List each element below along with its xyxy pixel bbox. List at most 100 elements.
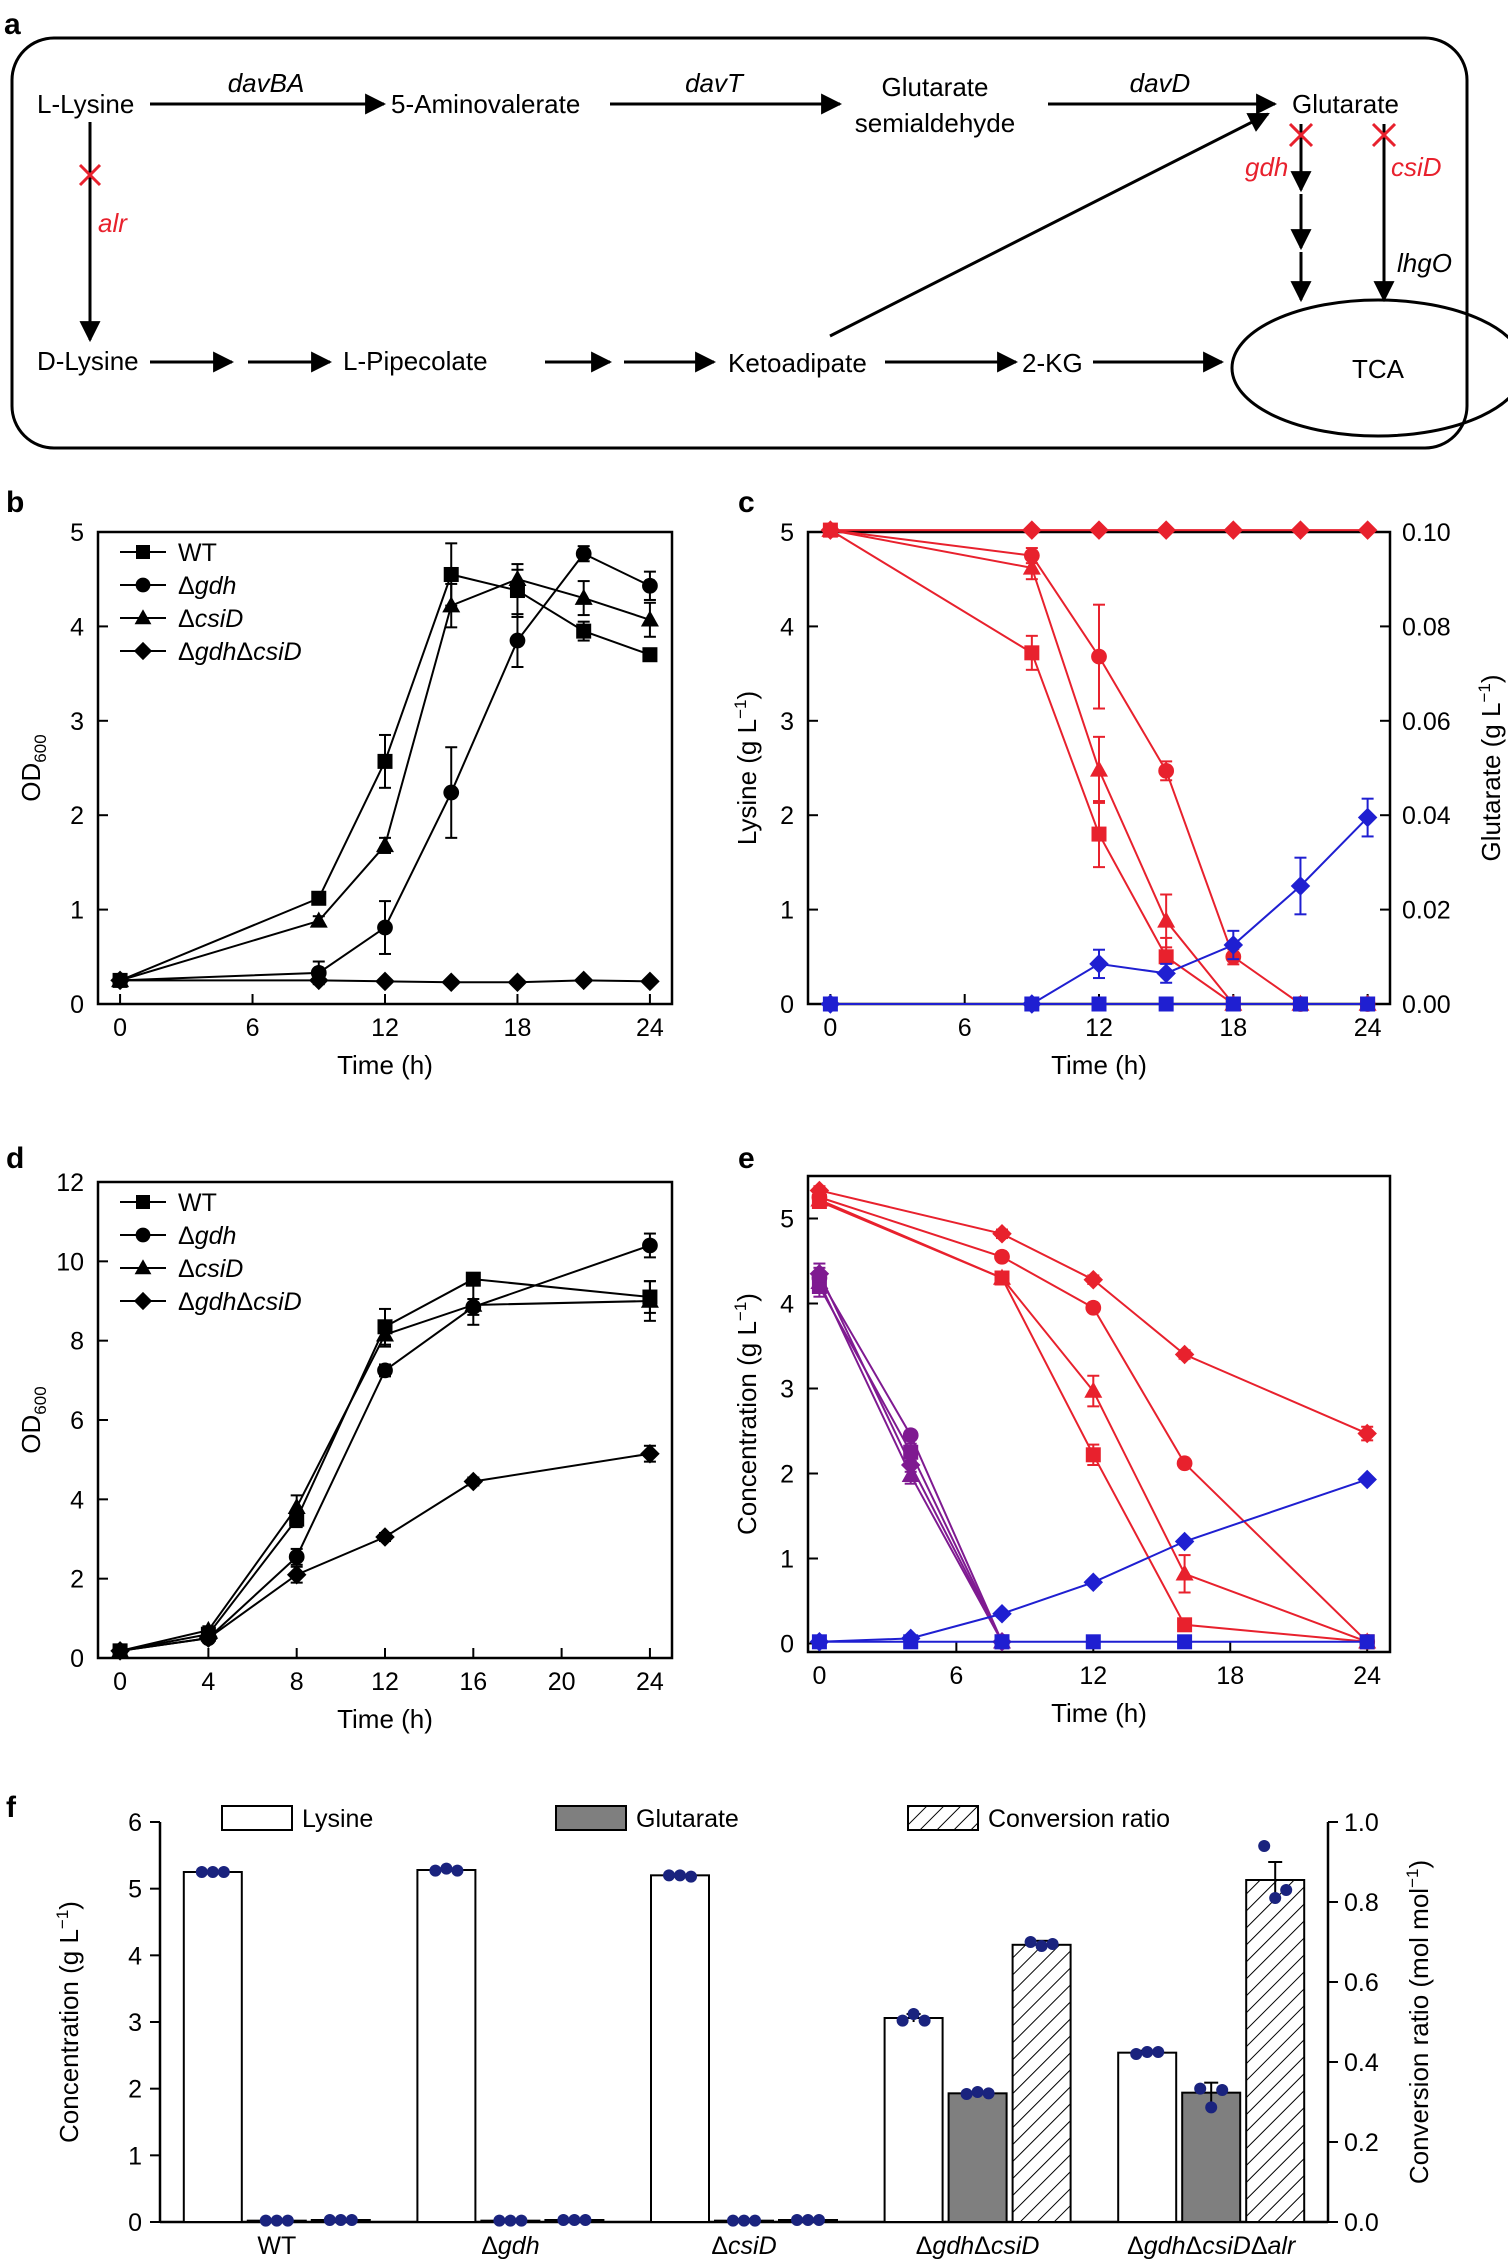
gene-label-gdh: gdh: [1245, 152, 1288, 182]
replicate-point: [896, 2014, 909, 2027]
replicate-point: [195, 1866, 208, 1878]
replicate-point: [429, 1864, 442, 1877]
data-point: [287, 1497, 306, 1515]
data-point: [288, 1548, 305, 1565]
data-point: [1085, 1299, 1102, 1316]
data-point: [575, 545, 592, 562]
replicate-point: [1035, 1940, 1048, 1952]
data-point: [1174, 1531, 1195, 1552]
replicate-point: [982, 2087, 995, 2100]
replicate-point: [738, 2214, 750, 2227]
y-tick-label: 0: [128, 2209, 142, 2237]
y-tick-label: 2: [780, 802, 794, 830]
replicate-point: [323, 2214, 336, 2226]
replicate-point: [907, 2008, 920, 2020]
data-point: [640, 1443, 660, 1464]
y-tick-label: 4: [70, 613, 84, 641]
data-point: [1357, 520, 1378, 540]
pathway-node-2kg: 2-KG: [1022, 348, 1083, 378]
data-point: [994, 1634, 1010, 1650]
data-point: [993, 1268, 1011, 1285]
data-point: [640, 971, 660, 992]
data-point: [642, 577, 658, 594]
data-point: [809, 1632, 830, 1652]
data-point: [375, 1527, 395, 1547]
panel-label-a: a: [4, 8, 21, 41]
data-point: [1158, 949, 1174, 965]
pathway-node-glutarate-semialdehyde-2: semialdehyde: [855, 108, 1015, 138]
data-point: [464, 1295, 483, 1312]
data-point: [576, 623, 592, 639]
y-tick-label: 5: [70, 519, 84, 547]
y-right-tick-label: 0.00: [1402, 991, 1451, 1019]
replicate-point: [1194, 2082, 1207, 2095]
gene-label-davt: davT: [685, 68, 745, 98]
knockout-cross-alr: [78, 163, 102, 187]
data-point: [1359, 1634, 1375, 1650]
data-point: [992, 1604, 1012, 1624]
data-point: [1083, 1269, 1104, 1290]
y-right-tick-label: 0.6: [1344, 1969, 1379, 1997]
series-wt-glutarate: [811, 1634, 1375, 1650]
data-point: [463, 1471, 484, 1492]
legend-label-gdh-csid: ΔgdhΔcsiD: [178, 638, 302, 666]
y-axis-title: Concentration (g L−1): [53, 1901, 84, 2143]
data-point: [1360, 996, 1376, 1012]
data-point: [1085, 1447, 1101, 1463]
data-point: [443, 784, 460, 801]
y-tick-label: 1: [780, 1546, 794, 1574]
series-gdh-csid-lysine: [820, 520, 1378, 540]
series-csid: [111, 1280, 659, 1658]
replicate-point: [568, 2214, 581, 2226]
pathway-diagram: L-Lysine 5-Aminovalerate Glutarate semia…: [10, 36, 1508, 450]
data-point: [377, 753, 393, 769]
category-label-wt: WT: [257, 2232, 296, 2260]
series-gdh-csid-glutarate: [809, 1469, 1377, 1652]
y-right-tick-label: 0.02: [1402, 897, 1451, 925]
y-right-tick-label: 0.10: [1402, 519, 1451, 547]
data-point: [1091, 996, 1107, 1012]
data-point: [820, 520, 841, 540]
y-tick-label: 5: [780, 519, 794, 547]
arrow-ketoadipate-glutarate: [829, 112, 1270, 338]
panel-label-f: f: [6, 1791, 17, 1824]
data-point: [198, 1628, 219, 1648]
y-tick-label: 4: [128, 1942, 142, 1970]
data-point: [1357, 1423, 1377, 1444]
data-point: [1357, 1469, 1377, 1490]
data-point: [1223, 520, 1244, 540]
data-point: [902, 1427, 919, 1444]
gene-label-alr: alr: [98, 208, 128, 238]
y-tick-label: 3: [780, 708, 794, 736]
category-label-gdh-csid: ΔgdhΔcsiD: [916, 2232, 1040, 2260]
legend-marker-gdh-csid: [133, 1291, 153, 1311]
plot-frame: [96, 1180, 674, 1660]
data-point: [442, 596, 461, 613]
bar-lysine-gdh-csid: [883, 2017, 944, 2223]
data-point: [1084, 1381, 1103, 1398]
bar-glutarate-gdh-csid: [947, 2092, 1008, 2223]
y-tick-label: 1: [128, 2142, 142, 2170]
data-point: [1175, 1564, 1194, 1581]
data-point: [1157, 911, 1176, 928]
data-point: [1156, 520, 1176, 540]
x-tick-label: 18: [1216, 1662, 1244, 1690]
data-point: [820, 994, 841, 1014]
x-tick-label: 12: [1079, 1662, 1107, 1690]
x-axis-title: Time (h): [337, 1050, 433, 1080]
data-point: [574, 588, 593, 605]
legend-swatch-lysine: [221, 1805, 293, 1831]
legend-label-conversion-ratio: Conversion ratio: [988, 1805, 1170, 1833]
replicate-point: [727, 2214, 739, 2227]
bar-lysine-gdh: [416, 1869, 477, 2223]
y-right-tick-label: 0.4: [1344, 2049, 1379, 2077]
replicate-point: [674, 1869, 686, 1882]
x-tick-label: 24: [1353, 1662, 1381, 1690]
y-tick-label: 6: [70, 1407, 84, 1435]
data-point: [1022, 520, 1042, 540]
legend-marker-csid: [134, 1259, 152, 1275]
y-tick-label: 5: [780, 1206, 794, 1234]
